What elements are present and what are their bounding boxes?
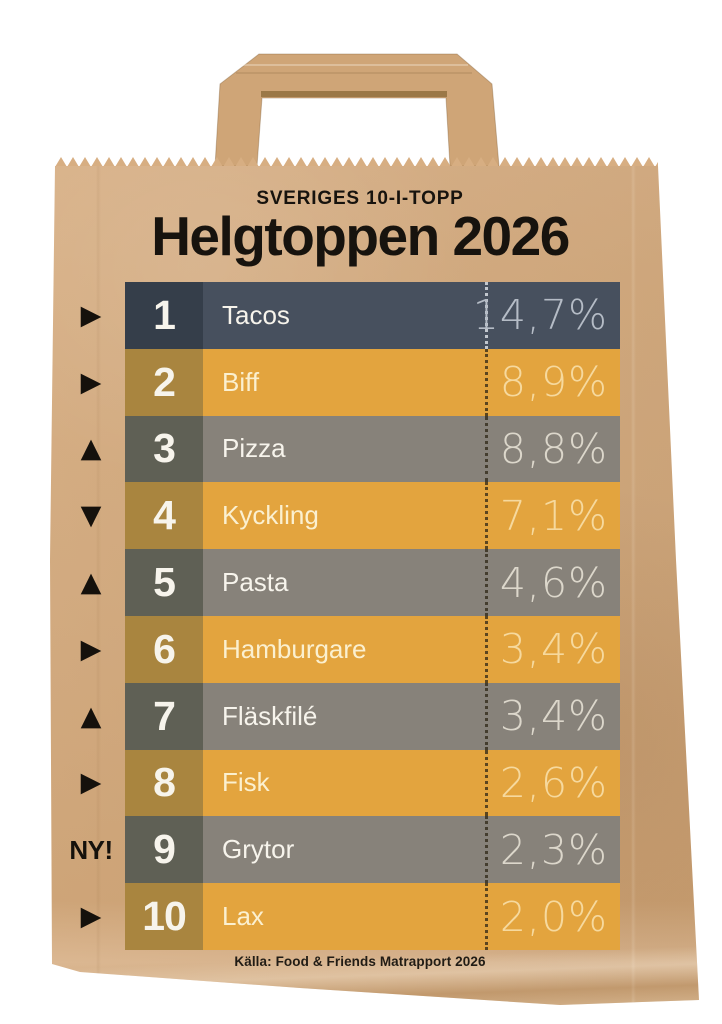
food-label: Tacos (222, 299, 290, 330)
trend-right-icon: ▶ (80, 767, 102, 799)
share-value: 2,3% (499, 825, 608, 874)
food-label: Fisk (222, 767, 270, 798)
ranking-row: 6 Hamburgare 3,4% (125, 615, 620, 683)
share-value: 8,9% (499, 358, 608, 407)
food-label: Hamburgare (222, 633, 367, 664)
rank-number: 1 (153, 291, 176, 338)
ranking-list: 1 Tacos 14,7% 2 Biff 8,9% 3 Pizza 8,8% (125, 282, 620, 950)
rank-band: 3 (125, 415, 203, 483)
rank-number: 8 (153, 759, 176, 806)
rank-number: 4 (153, 492, 176, 539)
ranking-row: 8 Fisk 2,6% (125, 749, 620, 817)
bag-handle-crease (240, 64, 468, 66)
share-value: 2,6% (499, 758, 608, 807)
food-label: Fläskfilé (222, 700, 318, 731)
share-value: 3,4% (499, 692, 608, 741)
food-label: Pasta (222, 567, 289, 598)
rank-number: 7 (153, 692, 176, 739)
ranking-row: 3 Pizza 8,8% (125, 415, 620, 483)
bag-handle-crease-2 (236, 72, 472, 74)
rank-number: 5 (153, 559, 176, 606)
share-value: 8,8% (499, 424, 608, 473)
share-cell: 14,7% (473, 282, 620, 349)
trend-right-icon: ▶ (80, 901, 102, 933)
bag-top-serration (55, 157, 658, 167)
share-cell: 8,8% (485, 415, 620, 483)
rank-band: 1 (125, 282, 203, 349)
ranking-row: 2 Biff 8,9% (125, 348, 620, 416)
share-value: 7,1% (499, 491, 608, 540)
page-title: Helgtoppen 2026 (151, 205, 570, 267)
rank-band: 10 (125, 883, 203, 950)
ranking-row: 10 Lax 2,0% (125, 883, 620, 950)
trend-new-badge: NY! (69, 834, 113, 865)
trend-column: ▶ ▶ ▲ ▼ ▲ ▶ ▲ ▶ NY! ▶ (55, 282, 127, 950)
source-caption: Källa: Food & Friends Matrapport 2026 (234, 954, 486, 969)
rank-number: 6 (153, 625, 176, 672)
share-value: 2,0% (499, 892, 608, 941)
food-label: Kyckling (222, 500, 319, 531)
trend-right-icon: ▶ (80, 299, 102, 331)
rank-number: 10 (142, 893, 187, 940)
rank-number: 2 (153, 358, 176, 405)
food-label: Grytor (222, 834, 295, 865)
ranking-row: 4 Kyckling 7,1% (125, 482, 620, 550)
rank-band: 6 (125, 615, 203, 683)
trend-down-icon: ▼ (80, 500, 102, 532)
ranking-row: 9 Grytor 2,3% (125, 816, 620, 884)
rank-number: 3 (153, 425, 176, 472)
trend-right-icon: ▶ (80, 633, 102, 665)
share-cell: 8,9% (485, 348, 620, 416)
bag-handle-fold-shadow (261, 91, 447, 97)
share-cell: 2,6% (485, 749, 620, 817)
rank-band: 7 (125, 682, 203, 750)
share-cell: 3,4% (485, 682, 620, 750)
share-value: 14,7% (472, 291, 608, 340)
food-label: Pizza (222, 433, 286, 464)
share-cell: 2,3% (485, 816, 620, 884)
share-cell: 4,6% (485, 549, 620, 616)
rank-band: 5 (125, 549, 203, 616)
food-label: Lax (222, 901, 264, 932)
trend-up-icon: ▲ (80, 567, 102, 599)
rank-band: 9 (125, 816, 203, 884)
rank-number: 9 (153, 826, 176, 873)
share-cell: 3,4% (485, 615, 620, 683)
ranking-row: 1 Tacos 14,7% (125, 282, 620, 349)
rank-band: 4 (125, 482, 203, 550)
share-value: 4,6% (499, 558, 608, 607)
trend-up-icon: ▲ (80, 433, 102, 465)
share-cell: 7,1% (485, 482, 620, 550)
trend-right-icon: ▶ (80, 366, 102, 398)
rank-band: 8 (125, 749, 203, 817)
kicker-text: SVERIGES 10-I-TOPP (256, 188, 464, 209)
trend-up-icon: ▲ (80, 700, 102, 732)
share-cell: 2,0% (485, 883, 620, 950)
rank-band: 2 (125, 348, 203, 416)
ranking-row: 7 Fläskfilé 3,4% (125, 682, 620, 750)
food-label: Biff (222, 366, 260, 397)
share-value: 3,4% (499, 625, 608, 674)
ranking-row: 5 Pasta 4,6% (125, 549, 620, 616)
